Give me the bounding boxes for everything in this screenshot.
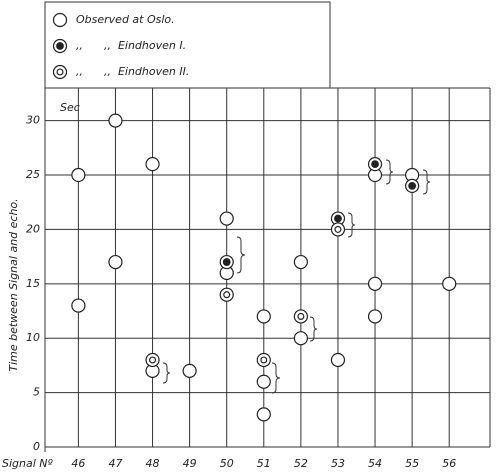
legend-label: ,, ,, Eindhoven II. [76,65,189,78]
y-tick-label: 5 [33,386,40,399]
legend-marker [52,12,68,28]
y-tick-label: 25 [26,168,40,181]
legend-marker [52,38,68,54]
point [108,113,123,128]
point [293,254,308,270]
x-tick-label: 52 [294,457,308,470]
point [330,222,346,237]
legend-label: Observed at Oslo. [76,13,175,26]
x-tick-label: 51 [257,457,271,470]
point [145,157,160,172]
x-axis-label: Signal Nº [2,457,54,470]
point [293,309,308,324]
point [367,157,383,172]
point [219,254,234,270]
y-tick-label: 15 [26,277,40,290]
point [219,211,234,226]
point [442,276,457,291]
point [71,298,86,313]
point [367,309,383,324]
y-tick-label: 10 [26,331,40,344]
braces [162,159,431,394]
point [367,276,383,291]
x-tick-label: 46 [71,457,85,470]
point [182,363,197,378]
point [71,167,86,183]
y-tick-label: 0 [33,440,40,453]
point [330,211,346,226]
point [145,352,160,368]
x-tick-label: 50 [220,457,234,470]
point [256,352,271,368]
point [293,331,308,346]
legend-label: ,, ,, Eindhoven I. [76,39,186,52]
y-unit: Sec [60,101,80,114]
y-tick-label: 30 [26,114,40,127]
x-tick-label: 49 [183,457,197,470]
x-tick-label: 48 [146,457,160,470]
y-tick-label: 20 [26,222,40,235]
x-tick-label: 53 [331,457,345,470]
point [256,407,271,422]
point [330,352,346,368]
point [256,374,271,389]
x-tick-label: 55 [405,457,419,470]
point [108,254,123,270]
x-tick-label: 47 [108,457,122,470]
point [219,287,234,302]
x-tick-label: 54 [368,457,382,470]
point [256,309,271,324]
legend-marker [52,64,68,80]
point [405,178,420,194]
x-tick-label: 56 [442,457,456,470]
y-axis-label: Time between Signal and echo. [7,198,20,371]
